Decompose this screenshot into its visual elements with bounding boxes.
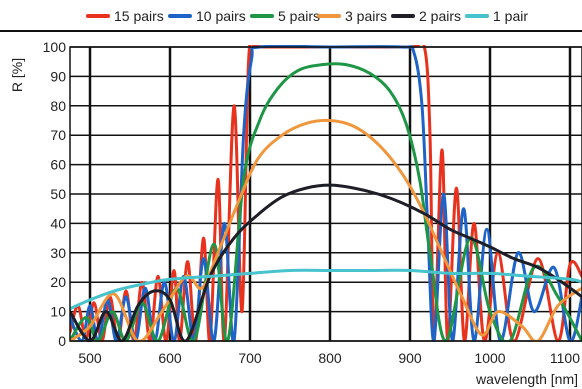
legend-label-10-pairs: 10 pairs [196, 8, 246, 24]
x-tick-label-900: 900 [398, 350, 422, 366]
y-tick-label-10: 10 [50, 304, 66, 320]
y-tick-label-60: 60 [50, 157, 66, 173]
x-tick-label-1100: 1100 [550, 350, 580, 366]
y-tick-label-90: 90 [50, 68, 66, 84]
legend-label-3-pairs: 3 pairs [345, 8, 387, 24]
y-tick-label-80: 80 [50, 98, 66, 114]
y-tick-label-40: 40 [50, 215, 66, 231]
plot-area [70, 45, 582, 342]
series-line-3-pairs [70, 118, 582, 342]
series-line-10-pairs [70, 45, 582, 342]
x-tick-label-1000: 1000 [474, 350, 505, 366]
series-line-2-pairs [70, 183, 582, 342]
y-tick-label-50: 50 [50, 186, 66, 202]
y-tick-labels: 0 10 20 30 40 50 60 70 80 90 100 [43, 39, 67, 349]
y-tick-label-20: 20 [50, 274, 66, 290]
series-line-15-pairs [70, 45, 582, 342]
x-tick-label-800: 800 [318, 350, 342, 366]
x-tick-labels: 500 600 700 800 900 1000 1100 [78, 350, 580, 366]
x-tick-label-700: 700 [238, 350, 262, 366]
y-tick-label-0: 0 [58, 333, 66, 349]
x-axis-title: wavelength [nm] [475, 371, 578, 387]
legend: 15 pairs 10 pairs 5 pairs 3 pairs 2 pairs 1 p… [86, 8, 528, 24]
y-tick-label-30: 30 [50, 245, 66, 261]
y-tick-label-100: 100 [43, 39, 67, 55]
y-axis-title: R [%] [9, 58, 25, 92]
y-tick-label-70: 70 [50, 127, 66, 143]
x-tick-label-600: 600 [158, 350, 182, 366]
series-line-1-pair [70, 268, 582, 311]
legend-label-1-pair: 1 pair [493, 8, 528, 24]
legend-label-2-pairs: 2 pairs [419, 8, 461, 24]
legend-label-15-pairs: 15 pairs [114, 8, 164, 24]
legend-label-5-pairs: 5 pairs [278, 8, 320, 24]
x-tick-label-500: 500 [78, 350, 102, 366]
plot-frame [69, 46, 582, 342]
